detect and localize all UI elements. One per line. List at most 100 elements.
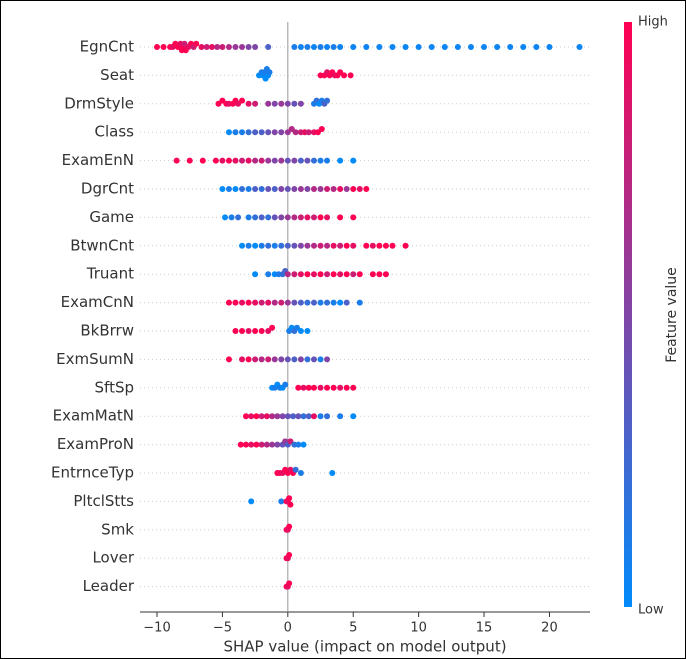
point [292, 129, 299, 136]
point [295, 413, 302, 420]
point [265, 186, 272, 192]
point [266, 69, 273, 76]
point [225, 129, 232, 136]
point [239, 97, 246, 104]
point [317, 214, 324, 221]
point [291, 242, 298, 249]
point [271, 129, 278, 136]
point [305, 413, 312, 420]
point [350, 413, 357, 420]
x-tick-label: 15 [476, 621, 493, 636]
feature-label: Leader [83, 577, 135, 595]
point [286, 523, 293, 530]
point [343, 384, 350, 391]
point [271, 214, 278, 221]
point [265, 129, 272, 136]
point [198, 44, 205, 50]
point [278, 242, 285, 249]
point [350, 214, 357, 221]
point [330, 384, 337, 391]
point [356, 271, 363, 278]
point [304, 157, 311, 164]
point [317, 242, 324, 249]
point [304, 271, 311, 278]
point [271, 157, 278, 164]
point [310, 356, 317, 363]
point [337, 242, 344, 249]
point [297, 186, 304, 192]
feature-label: ExamProN [57, 435, 134, 453]
feature-label: DgrCnt [81, 180, 134, 198]
point [376, 44, 383, 50]
point [350, 242, 357, 249]
feature-label: ExmSumN [56, 350, 134, 368]
point [324, 186, 331, 192]
point [382, 242, 389, 249]
point [291, 214, 298, 221]
point [304, 299, 311, 306]
point [317, 157, 324, 164]
point [576, 44, 583, 50]
colorbar-high: High [638, 15, 668, 30]
feature-label: Seat [100, 66, 134, 84]
point [265, 356, 272, 363]
point [284, 299, 291, 306]
point [317, 271, 324, 278]
point [402, 242, 409, 249]
feature-label: BtwnCnt [70, 236, 134, 254]
point [330, 299, 337, 306]
feature-label: DrmStyle [64, 94, 134, 112]
point [292, 466, 299, 473]
point [310, 242, 317, 249]
point [252, 271, 259, 278]
point [225, 356, 232, 363]
point [232, 157, 239, 164]
point [330, 271, 337, 278]
point [154, 44, 161, 50]
point [533, 44, 540, 50]
point [245, 100, 252, 107]
feature-label: Class [95, 123, 135, 141]
point [330, 186, 337, 192]
point [291, 44, 298, 50]
point [317, 44, 324, 50]
point [343, 186, 350, 192]
point [330, 242, 337, 249]
point [284, 413, 291, 420]
point [297, 242, 304, 249]
point [173, 157, 180, 164]
point [363, 44, 370, 50]
point [271, 299, 278, 306]
point [286, 552, 293, 558]
feature-label: SftSp [95, 378, 134, 396]
point [337, 299, 344, 306]
point [428, 44, 435, 50]
point [239, 356, 246, 363]
point [350, 44, 357, 50]
point [343, 242, 350, 249]
point [271, 100, 278, 107]
point [324, 157, 331, 164]
point [297, 356, 304, 363]
point [265, 100, 272, 107]
point [252, 100, 259, 107]
point [329, 470, 336, 476]
point [278, 214, 285, 221]
point [274, 413, 281, 420]
point [376, 271, 383, 278]
feature-label: ExamCnN [61, 293, 134, 311]
point [284, 356, 291, 363]
point [160, 44, 167, 50]
feature-label: EntrnceTyp [51, 464, 134, 482]
point [263, 413, 270, 420]
point [441, 44, 448, 50]
point [258, 214, 265, 221]
point [295, 384, 302, 391]
feature-label: BkBrrw [80, 322, 134, 340]
point [300, 413, 307, 420]
feature-label: ExamEnN [62, 151, 134, 169]
point [263, 441, 270, 448]
point [253, 441, 260, 448]
point [239, 129, 246, 136]
point [350, 384, 357, 391]
